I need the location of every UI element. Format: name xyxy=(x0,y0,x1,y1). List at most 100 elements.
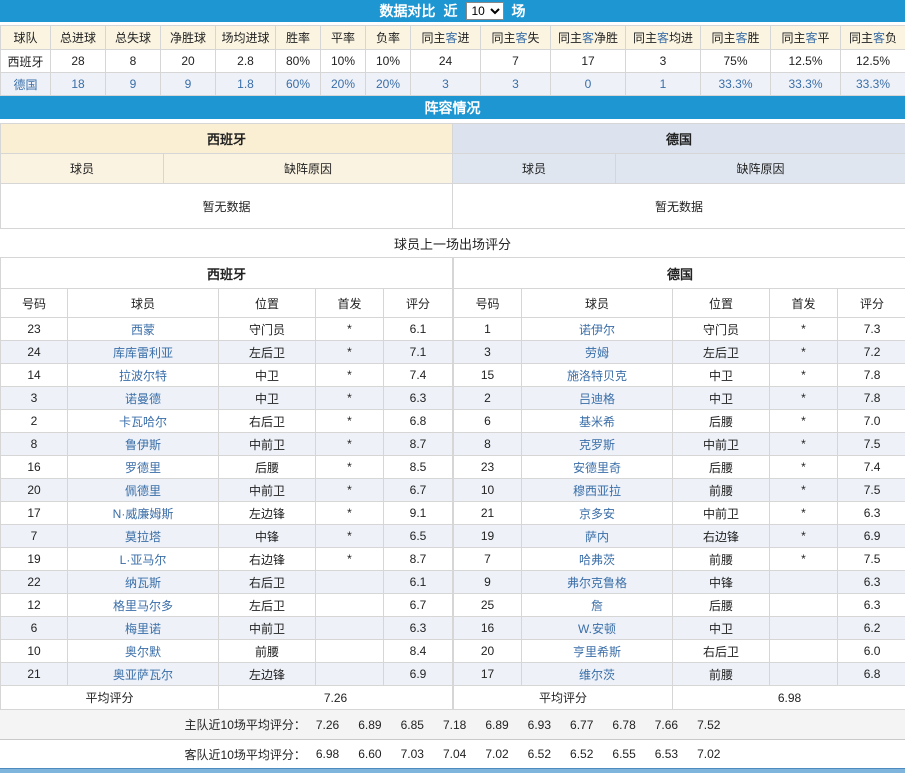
player-link[interactable]: 库库雷利亚 xyxy=(112,345,173,360)
player-link[interactable]: 穆西亚拉 xyxy=(573,483,622,498)
player-link[interactable]: 梅里诺 xyxy=(124,621,161,636)
player-row: 7 莫拉塔 中锋 * 6.5 xyxy=(0,524,454,548)
home-columns-row: 号码 球员 位置 首发 评分 xyxy=(0,288,454,318)
player-link[interactable]: 哈弗茨 xyxy=(579,552,616,567)
player-name-cell: 拉波尔特 xyxy=(67,363,219,387)
player-link[interactable]: N·威廉姆斯 xyxy=(112,506,174,521)
player-name-cell: 吕迪格 xyxy=(521,386,674,410)
position-col-header: 位置 xyxy=(218,288,316,318)
player-row: 10 穆西亚拉 前腰 * 7.5 xyxy=(453,478,905,502)
starter-mark-cell: * xyxy=(315,317,384,341)
rating-value: 6.55 xyxy=(612,747,636,761)
player-link[interactable]: 罗德里 xyxy=(124,460,161,475)
player-link[interactable]: 格里马尔多 xyxy=(112,598,173,613)
player-number-cell: 16 xyxy=(0,455,68,479)
starter-mark-cell: * xyxy=(769,317,839,341)
player-link[interactable]: 京多安 xyxy=(579,506,616,521)
rating-value: 7.02 xyxy=(485,747,509,761)
player-number-cell: 25 xyxy=(453,593,523,617)
player-link[interactable]: 西蒙 xyxy=(130,322,155,337)
stat-value-cell: 80% xyxy=(275,49,321,73)
away-ratings-table: 德国 号码 球员 位置 首发 评分 1 诺伊尔 守门员 * 7.3 3 劳姆 左后卫 * 7.2 1… xyxy=(453,257,905,710)
player-name-cell: 施洛特贝克 xyxy=(521,363,674,387)
away-char-highlight: 客 xyxy=(445,31,458,45)
compare-header-cell: 负率 xyxy=(365,25,411,50)
player-link[interactable]: 莫拉塔 xyxy=(124,529,161,544)
player-link[interactable]: 佩德里 xyxy=(124,483,161,498)
starter-mark-cell: * xyxy=(315,501,384,525)
player-link[interactable]: 基米希 xyxy=(579,414,616,429)
player-link[interactable]: 詹 xyxy=(591,598,604,613)
player-link[interactable]: L·亚马尔 xyxy=(119,552,167,567)
rating-value: 6.93 xyxy=(527,717,552,732)
starter-mark-cell xyxy=(769,662,839,686)
player-name-cell: 基米希 xyxy=(521,409,674,433)
stat-value-cell: 20 xyxy=(160,49,216,73)
match-count-select[interactable]: 10 xyxy=(465,2,504,20)
average-rating-label: 平均评分 xyxy=(453,685,674,710)
starter-col-header: 首发 xyxy=(315,288,384,318)
player-link[interactable]: 纳瓦斯 xyxy=(124,575,161,590)
player-position-cell: 中前卫 xyxy=(218,616,316,640)
player-link[interactable]: 安德里奇 xyxy=(573,460,622,475)
player-number-cell: 19 xyxy=(0,547,68,571)
player-link[interactable]: W.安顿 xyxy=(578,621,617,636)
player-row: 16 W.安顿 中卫 6.2 xyxy=(453,616,905,640)
player-row: 8 克罗斯 中前卫 * 7.5 xyxy=(453,432,905,456)
player-link[interactable]: 萨内 xyxy=(585,529,610,544)
player-number-cell: 23 xyxy=(0,317,68,341)
player-link[interactable]: 亨里希斯 xyxy=(573,644,622,659)
stat-value-cell: 10% xyxy=(365,49,411,73)
player-link[interactable]: 施洛特贝克 xyxy=(567,368,628,383)
compare-header-cell: 球队 xyxy=(0,25,51,50)
number-col-header: 号码 xyxy=(0,288,68,318)
player-rating-cell: 8.5 xyxy=(382,455,454,479)
data-compare-title: 数据对比 xyxy=(379,3,436,19)
rating-value: 6.98 xyxy=(315,747,340,761)
player-rating-cell: 7.4 xyxy=(382,363,454,387)
player-position-cell: 守门员 xyxy=(218,317,316,341)
rating-col-header: 评分 xyxy=(382,288,454,318)
player-number-cell: 2 xyxy=(0,409,68,433)
player-col-header: 球员 xyxy=(67,288,219,318)
player-row: 7 哈弗茨 前腰 * 7.5 xyxy=(453,547,905,571)
player-position-cell: 守门员 xyxy=(672,317,771,341)
player-row: 1 诺伊尔 守门员 * 7.3 xyxy=(453,317,905,341)
player-link[interactable]: 劳姆 xyxy=(585,345,610,360)
stat-value-cell: 3 xyxy=(480,72,551,96)
player-link[interactable]: 拉波尔特 xyxy=(118,368,167,383)
rating-value: 6.53 xyxy=(654,747,679,761)
player-row: 10 奥尔默 前腰 8.4 xyxy=(0,639,454,663)
player-link[interactable]: 卡瓦哈尔 xyxy=(118,414,167,429)
player-name-cell: 克罗斯 xyxy=(521,432,674,456)
player-name-cell: 安德里奇 xyxy=(521,455,674,479)
player-link[interactable]: 弗尔克鲁格 xyxy=(567,575,628,590)
starter-mark-cell xyxy=(769,616,839,640)
stat-value-cell: 8 xyxy=(105,49,161,73)
rating-value: 6.60 xyxy=(358,747,382,761)
player-link[interactable]: 鲁伊斯 xyxy=(124,437,161,452)
compare-header-cell: 同主客失 xyxy=(480,25,551,50)
compare-header-cell: 场均进球 xyxy=(215,25,276,50)
starter-mark-cell: * xyxy=(315,432,384,456)
compare-header-cell: 同主客平 xyxy=(770,25,841,50)
compare-header-cell: 总失球 xyxy=(105,25,161,50)
away-average-value: 6.98 xyxy=(672,685,905,710)
stat-value-cell: 75% xyxy=(700,49,771,73)
player-link[interactable]: 诺伊尔 xyxy=(579,322,616,337)
player-link[interactable]: 诺曼德 xyxy=(124,391,161,406)
player-name-cell: 萨内 xyxy=(521,524,674,548)
player-number-cell: 15 xyxy=(453,363,523,387)
player-rating-cell: 7.1 xyxy=(382,340,454,364)
player-link[interactable]: 维尔茨 xyxy=(579,667,616,682)
player-name-cell: 京多安 xyxy=(521,501,674,525)
player-rating-cell: 8.7 xyxy=(382,432,454,456)
player-link[interactable]: 吕迪格 xyxy=(579,391,616,406)
player-link[interactable]: 奥尔默 xyxy=(124,644,161,659)
player-link[interactable]: 克罗斯 xyxy=(579,437,616,452)
player-position-cell: 后腰 xyxy=(218,455,316,479)
player-number-cell: 17 xyxy=(453,662,523,686)
player-rating-cell: 6.3 xyxy=(382,386,454,410)
player-link[interactable]: 奥亚萨瓦尔 xyxy=(112,667,173,682)
player-name-cell: 劳姆 xyxy=(521,340,674,364)
